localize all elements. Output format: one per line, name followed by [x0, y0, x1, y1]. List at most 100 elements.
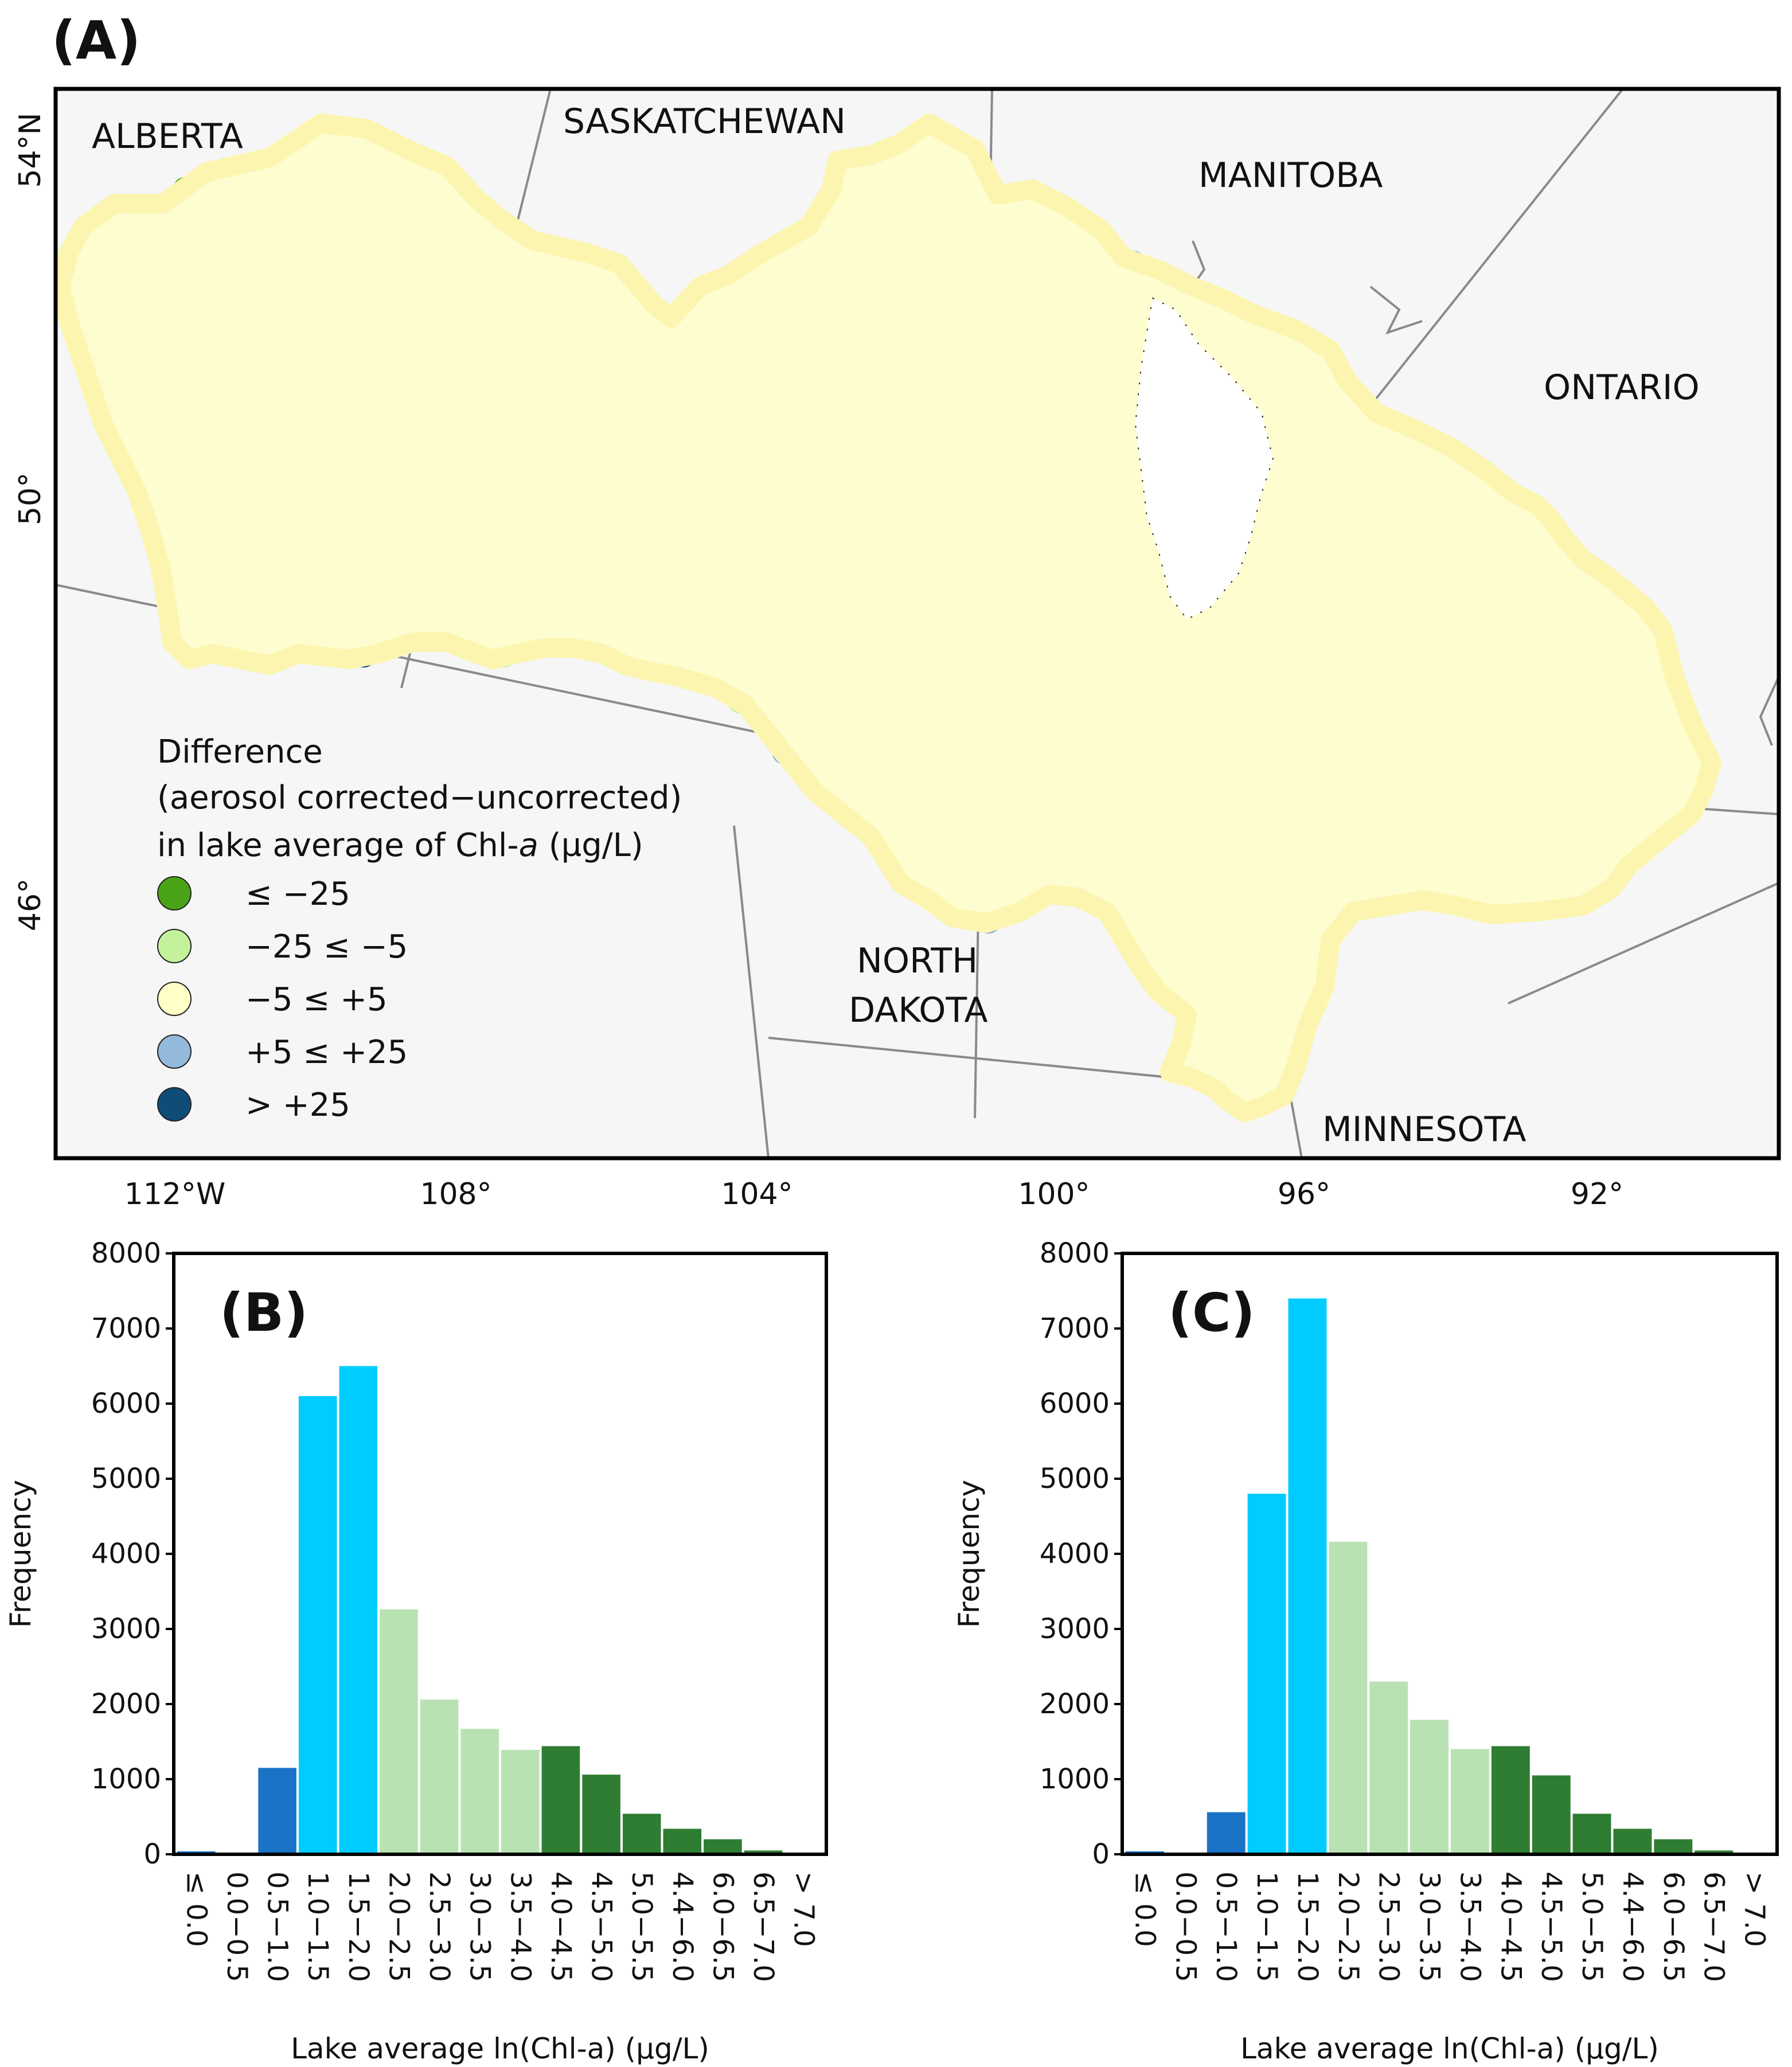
x-tick-label: 4.5−5.0 — [585, 1871, 618, 1982]
ontario-shore — [1759, 676, 1779, 746]
x-tick-label: 1.5−2.0 — [1291, 1871, 1323, 1982]
x-tick-label: 6.5−7.0 — [747, 1871, 779, 1982]
lon-label-108: 108° — [420, 1177, 491, 1212]
x-tick-label: 0.5−1.0 — [1210, 1871, 1242, 1982]
bar-12 — [663, 1828, 702, 1854]
x-tick-label: 6.5−7.0 — [1698, 1871, 1730, 1982]
legend-title-line-2: (aerosol corrected−uncorrected) — [157, 779, 682, 816]
label-saskatchewan: SASKATCHEWAN — [563, 101, 846, 142]
bar-8 — [1451, 1749, 1489, 1854]
x-tick-label: 5.0−5.5 — [626, 1871, 658, 1982]
plot-area — [172, 1252, 828, 1856]
lat-label-50: 50° — [13, 472, 48, 525]
bar-10 — [1532, 1775, 1571, 1854]
lon-label-112w: 112°W — [124, 1177, 226, 1212]
x-axis-title: Lake average ln(Chl-a) (µg/L) — [1240, 2032, 1659, 2065]
x-tick-label: 2.5−3.0 — [1373, 1871, 1405, 1982]
plot-area — [1121, 1252, 1779, 1856]
bar-6 — [420, 1699, 459, 1854]
y-tick-label: 0 — [1092, 1838, 1110, 1870]
x-tick-label: 1.0−1.5 — [302, 1871, 334, 1982]
bar-14 — [744, 1850, 783, 1854]
y-tick-label: 3000 — [91, 1613, 161, 1645]
x-tick-label: 4.0−4.5 — [1494, 1871, 1526, 1982]
plot-frame — [1121, 1252, 1779, 1856]
legend-swatch-2 — [157, 929, 192, 963]
x-tick-label: > 7.0 — [788, 1871, 820, 1947]
label-manitoba: MANITOBA — [1198, 155, 1383, 196]
x-tick-label: > 7.0 — [1739, 1871, 1771, 1947]
legend-label-2: −25 ≤ −5 — [245, 928, 408, 966]
boundary-north-south-dakota — [768, 1037, 1233, 1085]
bar-4 — [1288, 1298, 1327, 1854]
y-tick-label: 6000 — [1040, 1388, 1110, 1420]
y-tick-label: 7000 — [91, 1312, 161, 1345]
legend-swatch-4 — [157, 1034, 192, 1069]
bar-13 — [1654, 1839, 1693, 1854]
x-tick-label: 4.4−6.0 — [666, 1871, 698, 1982]
y-tick-label: 5000 — [91, 1463, 161, 1495]
legend-label-4: +5 ≤ +25 — [245, 1034, 408, 1071]
lon-label-104: 104° — [721, 1177, 792, 1212]
label-ontario: ONTARIO — [1544, 368, 1700, 408]
lat-label-54: 54°N — [13, 112, 48, 187]
label-north: NORTH — [857, 941, 978, 981]
x-tick-label: 2.0−2.5 — [1332, 1871, 1364, 1982]
legend-swatch-3 — [157, 982, 192, 1016]
lat-label-46: 46° — [13, 878, 48, 931]
bar-12 — [1613, 1828, 1652, 1854]
x-tick-label: 0.5−1.0 — [261, 1871, 294, 1982]
map-frame — [53, 87, 1781, 1161]
y-tick-label: 4000 — [91, 1538, 161, 1570]
bar-9 — [1491, 1746, 1530, 1854]
bar-2 — [258, 1768, 296, 1854]
x-tick-label: ≤ 0.0 — [1129, 1871, 1161, 1947]
legend-swatch-1 — [157, 876, 192, 911]
bar-3 — [298, 1396, 337, 1854]
bar-7 — [460, 1729, 499, 1854]
map-content — [56, 89, 1779, 1158]
lon-label-100: 100° — [1018, 1177, 1090, 1212]
x-axis-title: Lake average ln(Chl-a) (µg/L) — [291, 2032, 709, 2065]
bar-11 — [622, 1814, 661, 1854]
x-tick-label: 4.0−4.5 — [545, 1871, 577, 1982]
y-tick-label: 2000 — [1040, 1688, 1110, 1720]
legend-title-line-1: Difference — [157, 733, 323, 771]
map-legend: Difference (aerosol corrected−uncorrecte… — [157, 733, 682, 1124]
y-axis-title: Frequency — [4, 1480, 37, 1628]
legend-label-1: ≤ −25 — [245, 876, 350, 913]
x-tick-label: 0.0−0.5 — [1169, 1871, 1201, 1982]
label-alberta: ALBERTA — [92, 116, 243, 157]
panel-label: (C) — [1168, 1282, 1255, 1343]
bar-5 — [1329, 1542, 1368, 1854]
x-tick-label: 6.0−6.5 — [706, 1871, 739, 1982]
lake-winnipeg — [1134, 297, 1274, 620]
y-tick-label: 1000 — [91, 1763, 161, 1795]
y-tick-label: 8000 — [91, 1237, 161, 1269]
x-tick-label: 4.5−5.0 — [1535, 1871, 1567, 1982]
label-minnesota: MINNESOTA — [1322, 1109, 1526, 1150]
boundary-manitoba-ontario-north — [1364, 89, 1624, 414]
bar-9 — [541, 1746, 580, 1854]
y-tick-label: 3000 — [1040, 1613, 1110, 1645]
boundary-montana-north-dakota — [733, 825, 770, 1158]
legend-swatch-5 — [157, 1087, 192, 1122]
plot-frame — [172, 1252, 828, 1856]
x-tick-label: 2.5−3.0 — [423, 1871, 455, 1982]
bar-8 — [501, 1749, 540, 1854]
x-tick-label: 0.0−0.5 — [221, 1871, 253, 1982]
bar-5 — [380, 1609, 418, 1854]
bar-10 — [582, 1775, 620, 1854]
x-tick-label: 2.0−2.5 — [382, 1871, 415, 1982]
x-tick-label: 3.5−4.0 — [1454, 1871, 1486, 1982]
map-panel: ALBERTA SASKATCHEWAN MANITOBA ONTARIO NO… — [13, 87, 1781, 1212]
lon-label-96: 96° — [1278, 1177, 1330, 1212]
y-tick-label: 0 — [143, 1838, 161, 1870]
bar-3 — [1247, 1494, 1286, 1854]
bar-4 — [339, 1366, 378, 1854]
y-tick-label: 6000 — [91, 1388, 161, 1420]
y-tick-label: 1000 — [1040, 1763, 1110, 1795]
bar-7 — [1410, 1720, 1449, 1854]
x-tick-label: 3.0−3.5 — [464, 1871, 496, 1982]
